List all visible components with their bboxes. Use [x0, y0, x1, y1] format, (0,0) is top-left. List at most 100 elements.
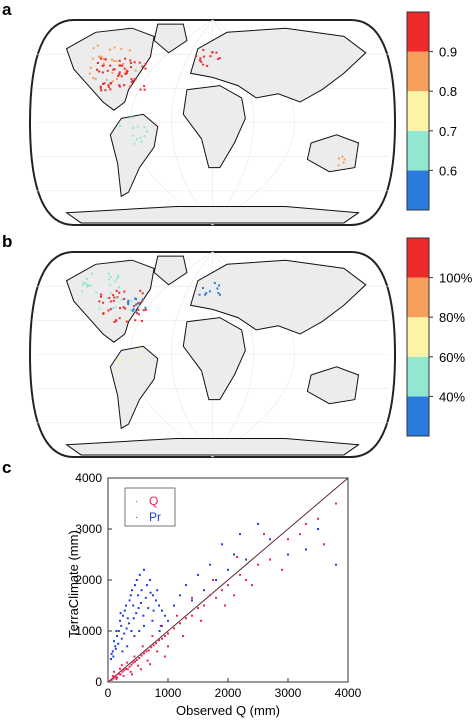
point-Q [299, 533, 301, 536]
point-Q [236, 556, 238, 559]
point-Pr [112, 655, 115, 658]
point-Pr [115, 630, 118, 632]
point-Q [140, 668, 142, 671]
point-Pr [257, 522, 259, 525]
point-Pr [146, 584, 148, 587]
point-Q [179, 622, 181, 625]
point-Pr [159, 624, 162, 627]
point-Pr [143, 568, 145, 571]
point-Pr [114, 647, 117, 650]
point-Q [173, 627, 175, 630]
x-tick-label: 3000 [275, 686, 302, 700]
panel-label-c: c [2, 458, 12, 477]
point-Q [212, 579, 214, 581]
point-Pr [110, 652, 113, 655]
y-tick-label: 3000 [75, 522, 102, 536]
point-Q [146, 659, 149, 662]
point-Pr [123, 632, 126, 635]
legend-box [124, 487, 176, 527]
point-Pr [197, 573, 199, 576]
point-Q [112, 677, 115, 680]
point-Q [149, 663, 151, 666]
point-Q [227, 584, 229, 587]
point-Q [115, 677, 118, 680]
legend-marker: · [135, 496, 138, 507]
point-Q [287, 538, 289, 541]
point-Q [113, 670, 115, 673]
point-Pr [179, 594, 181, 597]
point-Pr [140, 589, 143, 592]
point-Pr [158, 630, 161, 632]
point-Pr [132, 617, 135, 620]
point-Pr [132, 604, 135, 607]
point-Q [114, 675, 117, 678]
point-Q [145, 650, 148, 653]
point-Q [317, 517, 319, 520]
panel-label-b: b [2, 232, 13, 251]
point-Q [138, 657, 141, 660]
point-Q [147, 649, 150, 652]
point-Pr [239, 533, 241, 536]
point-Pr [155, 599, 157, 602]
point-Q [134, 660, 136, 663]
point-Q [158, 639, 160, 642]
point-Q [128, 665, 131, 668]
point-Pr [128, 622, 130, 625]
point-Q [126, 661, 129, 664]
point-Pr [152, 594, 154, 597]
point-Pr [121, 650, 124, 653]
y-tick-label: 1000 [75, 624, 102, 638]
point-Q [133, 655, 136, 658]
point-Pr [149, 579, 151, 581]
point-Q [167, 645, 169, 648]
point-Pr [117, 642, 120, 645]
point-Pr [185, 584, 187, 587]
point-Pr [129, 594, 132, 597]
point-Pr [120, 624, 123, 627]
point-Q [151, 635, 154, 638]
point-Q [197, 607, 199, 610]
point-Q [130, 663, 133, 666]
point-Pr [215, 579, 217, 581]
point-Pr [152, 609, 155, 612]
point-Pr [119, 612, 122, 615]
point-Pr [135, 579, 138, 581]
point-Pr [209, 563, 211, 566]
point-Pr [173, 604, 175, 607]
point-Q [111, 674, 114, 677]
point-Pr [156, 589, 159, 592]
point-Pr [133, 635, 136, 638]
scatter-plot: 0 1000 2000 3000 4000 0 1000 2000 3000 4000 · Q · Pr [75, 471, 361, 700]
point-Pr [191, 599, 193, 602]
point-Q [164, 635, 166, 638]
point-Pr [335, 563, 337, 566]
point-Pr [269, 538, 271, 541]
point-Pr [317, 528, 319, 530]
point-Q [335, 502, 337, 505]
point-Pr [125, 627, 128, 630]
point-Pr [161, 609, 163, 612]
point-Pr [151, 619, 154, 622]
point-Q [305, 522, 307, 525]
point-Pr [116, 635, 118, 638]
point-Q [263, 533, 265, 536]
point-Q [182, 635, 184, 638]
point-Q [132, 661, 135, 664]
y-tick-label: 0 [95, 675, 102, 689]
point-Pr [142, 614, 145, 617]
point-Pr [111, 650, 114, 653]
point-Pr [110, 658, 112, 661]
point-Q [209, 594, 211, 597]
point-Q [152, 644, 155, 647]
point-Pr [137, 607, 140, 610]
point-Q [161, 624, 163, 627]
point-Q [155, 642, 157, 645]
point-Pr [138, 630, 141, 632]
point-Q [191, 596, 193, 599]
point-Q [203, 604, 205, 607]
point-Pr [233, 553, 235, 556]
point-Pr [128, 599, 131, 602]
x-tick-label: 0 [105, 686, 112, 700]
point-Pr [147, 607, 150, 610]
point-Q [156, 650, 159, 653]
